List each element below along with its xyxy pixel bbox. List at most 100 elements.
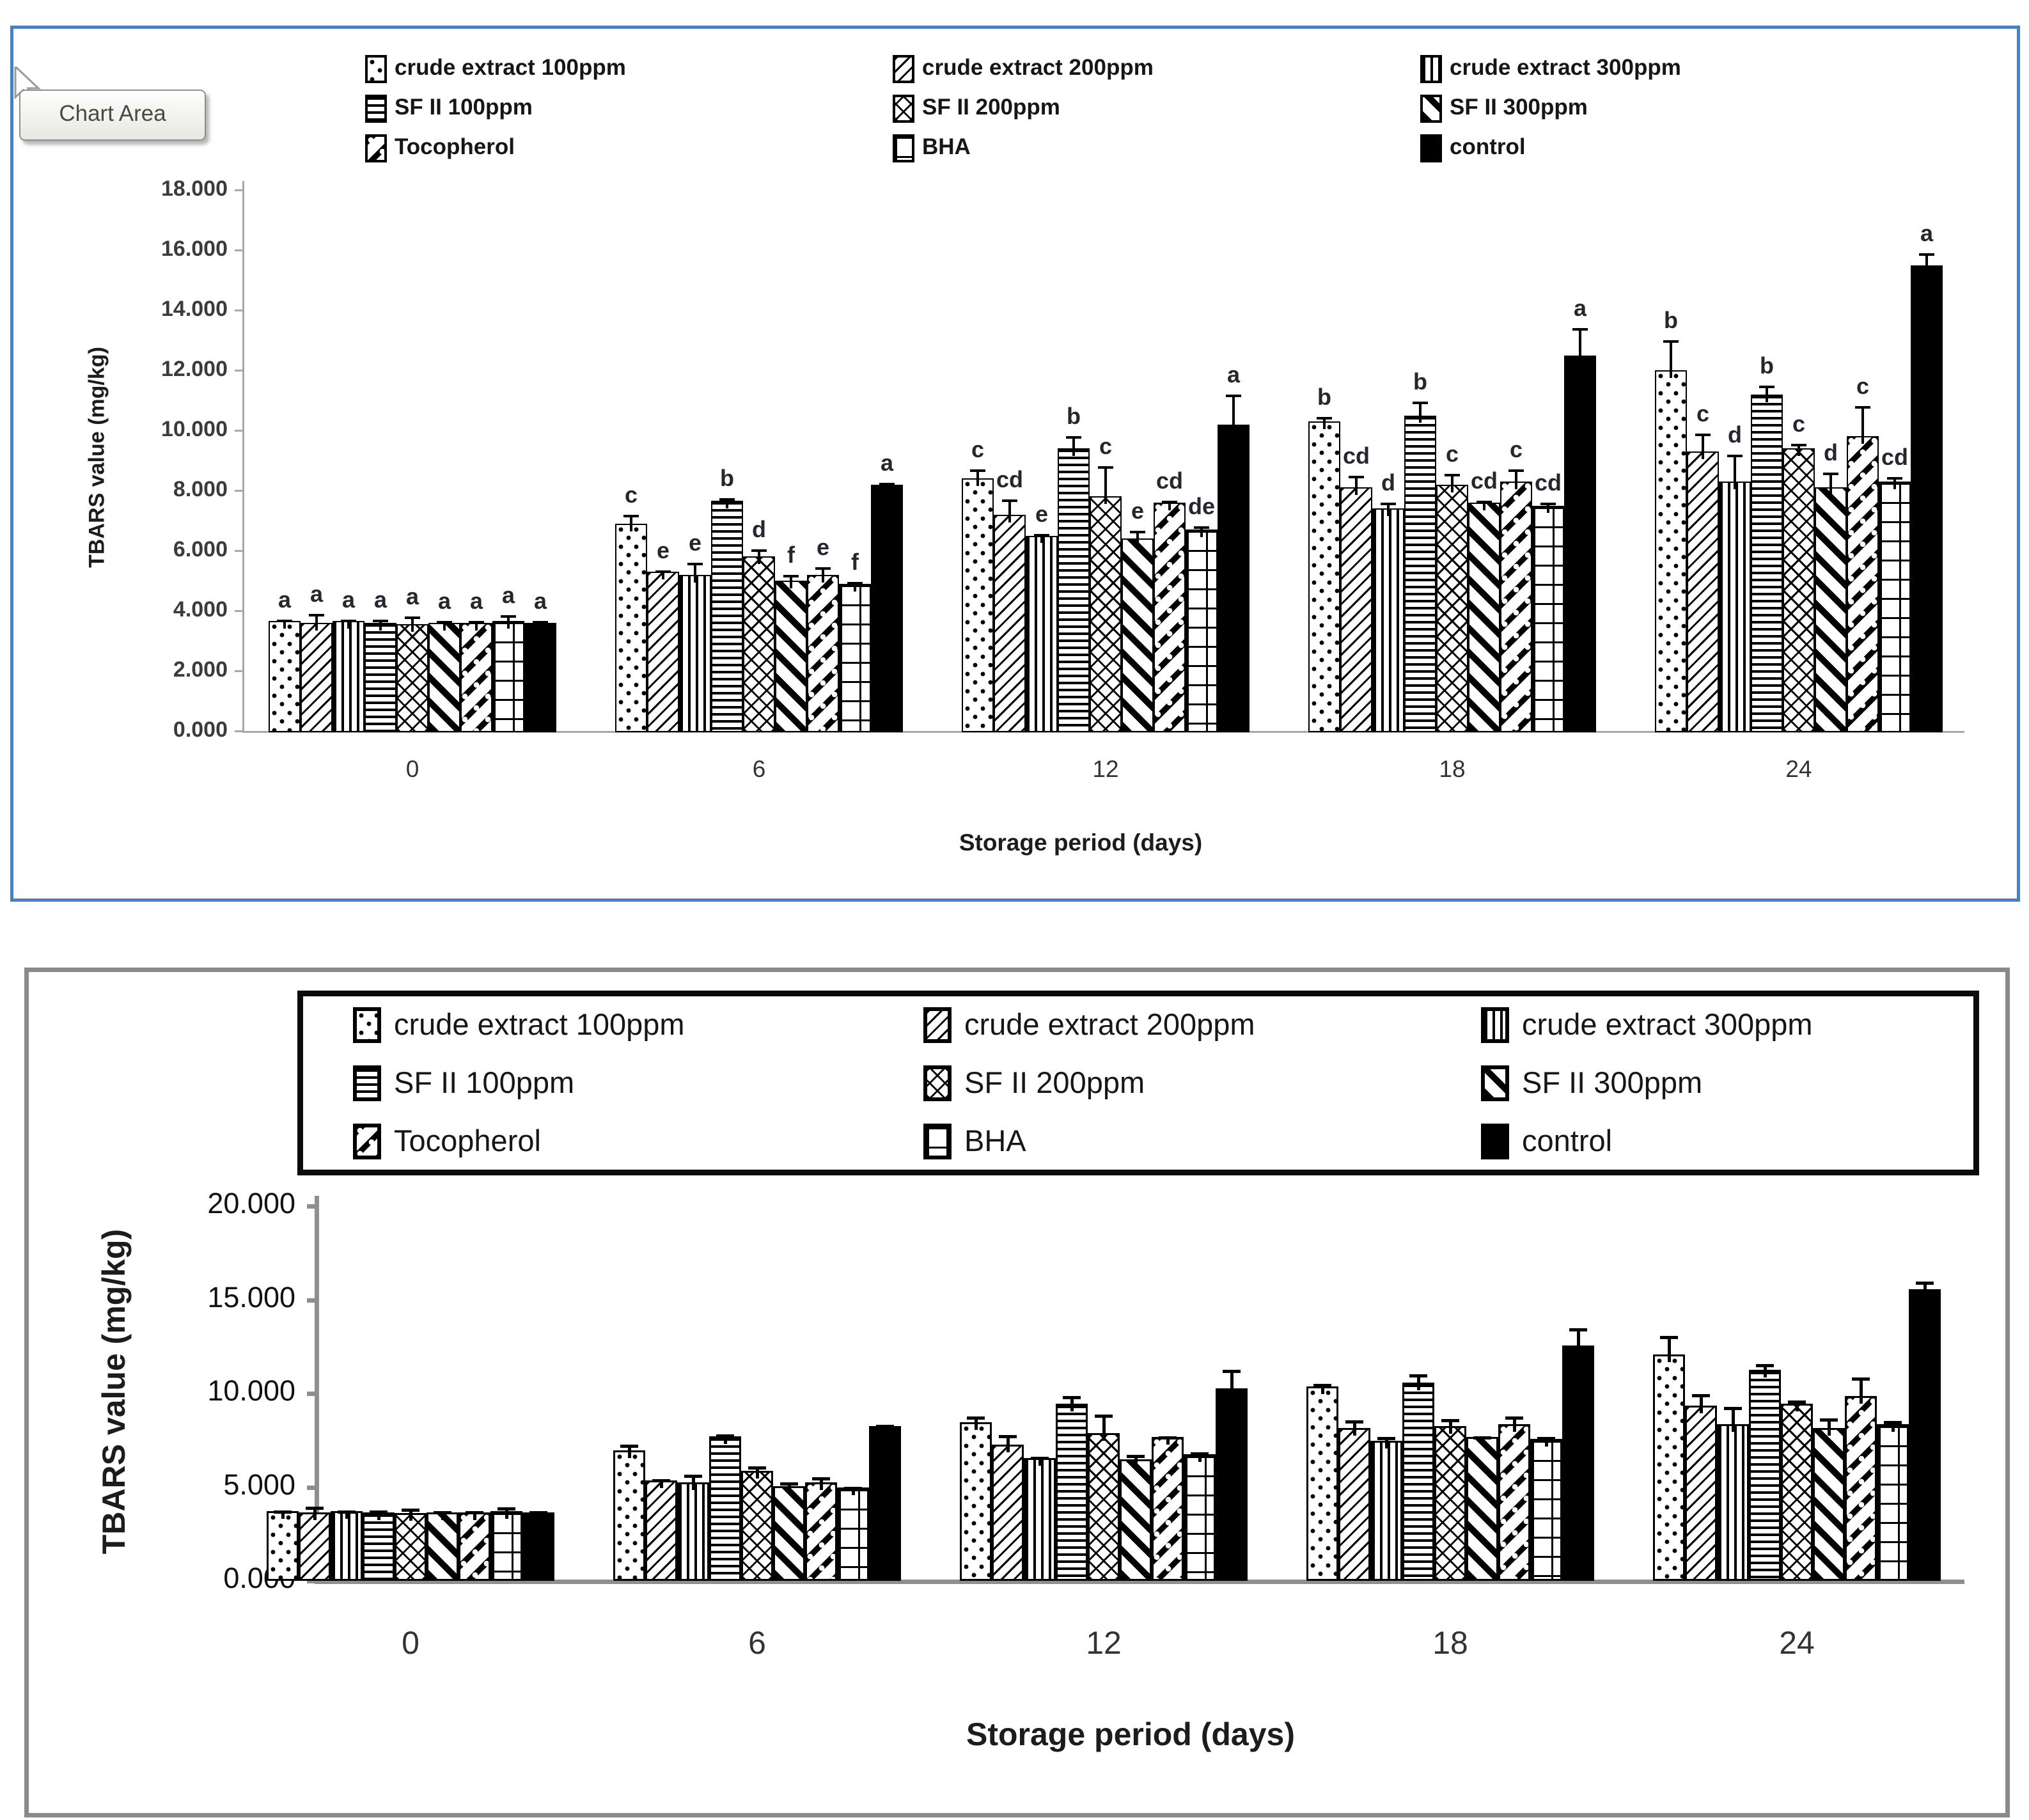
bar[interactable] (492, 621, 524, 732)
bar[interactable] (647, 571, 679, 732)
y-tick-label: 10.000 (161, 416, 228, 441)
y-tick-mark (307, 1204, 315, 1209)
bar[interactable] (364, 622, 396, 732)
bar (1530, 1439, 1562, 1581)
error-bar-cap (1508, 469, 1524, 473)
bar[interactable] (1372, 508, 1404, 732)
bar (741, 1471, 773, 1581)
bar[interactable] (1911, 265, 1943, 732)
error-bar-cap (719, 498, 735, 501)
bar[interactable] (1090, 496, 1122, 732)
bar[interactable] (301, 622, 333, 732)
error-bar-cap (623, 514, 639, 517)
error-bar-cap (501, 615, 516, 618)
sig-letter: e (656, 537, 670, 563)
error-bar (1480, 1436, 1484, 1445)
error-bar-cap (1445, 474, 1460, 477)
bar[interactable] (1058, 448, 1090, 732)
legend-swatch-diag-thick-icon (1420, 95, 1442, 123)
bar[interactable] (775, 581, 807, 732)
error-bar (659, 1479, 663, 1488)
bar[interactable] (1687, 451, 1719, 732)
bar[interactable] (1468, 502, 1500, 732)
bar[interactable] (460, 622, 492, 732)
bar[interactable] (1655, 370, 1687, 732)
error-bar-cap (1130, 531, 1145, 534)
legend-label: SF II 300ppm (1450, 95, 1588, 120)
sig-letter: c (1792, 411, 1806, 437)
bar (709, 1436, 741, 1581)
bar (1877, 1424, 1909, 1581)
bar[interactable] (269, 621, 301, 732)
bar[interactable] (839, 583, 871, 732)
y-tick-label: 12.000 (161, 356, 228, 381)
bar[interactable] (711, 501, 743, 732)
bar[interactable] (1186, 530, 1218, 732)
chart-area-tooltip: Chart Area (19, 90, 206, 141)
bar[interactable] (962, 478, 994, 732)
bar (1749, 1369, 1781, 1581)
error-bar-cap (1162, 501, 1177, 504)
bar (677, 1482, 709, 1581)
bar (1306, 1386, 1338, 1581)
bar[interactable] (1122, 538, 1154, 732)
bar[interactable] (1532, 505, 1564, 732)
bar[interactable] (333, 621, 364, 732)
bar[interactable] (1308, 421, 1340, 732)
error-bar (1859, 1377, 1863, 1404)
sig-letter: c (1856, 373, 1870, 400)
bar[interactable] (1847, 436, 1879, 732)
bar (299, 1512, 331, 1581)
bar[interactable] (615, 523, 647, 732)
error-bar (441, 1511, 444, 1520)
error-bar-cap (1788, 1400, 1806, 1404)
bar[interactable] (807, 574, 839, 732)
bar[interactable] (1719, 481, 1751, 732)
sig-letter: d (1824, 439, 1838, 466)
bar[interactable] (1564, 355, 1596, 732)
sig-letter: a (1920, 219, 1934, 246)
bar[interactable] (1154, 502, 1186, 732)
error-bar (1320, 1383, 1324, 1395)
bar[interactable] (1879, 481, 1911, 732)
bar (1338, 1427, 1370, 1581)
bar[interactable] (743, 556, 775, 732)
bar[interactable] (396, 624, 428, 732)
bar[interactable] (1751, 394, 1783, 732)
sig-letter: d (1381, 469, 1395, 496)
x-tick-label: 18 (1432, 1625, 1468, 1661)
bar[interactable] (1500, 481, 1532, 732)
x-tick-label: 6 (752, 756, 766, 782)
error-bar-cap (1660, 1336, 1678, 1340)
error-bar-cap (1569, 1328, 1587, 1332)
error-bar (662, 570, 664, 579)
error-bar-cap (687, 562, 703, 565)
error-bar (283, 620, 286, 629)
legend-label: crude extract 300ppm (1522, 1007, 1813, 1041)
bar[interactable] (1783, 448, 1815, 732)
error-bar-cap (716, 1434, 734, 1438)
bar[interactable] (994, 514, 1026, 732)
bar[interactable] (871, 484, 903, 732)
bar[interactable] (1340, 487, 1372, 732)
error-bar-cap (815, 567, 831, 570)
sig-letter: f (787, 541, 795, 568)
legend-label: SF II 200ppm (922, 95, 1060, 120)
bar[interactable] (1404, 415, 1436, 732)
bar (1562, 1345, 1594, 1581)
y-tick-mark (307, 1298, 315, 1303)
bar[interactable] (1218, 424, 1250, 732)
bar[interactable] (679, 574, 711, 732)
error-bar (1702, 433, 1704, 459)
error-bar-cap (1477, 501, 1492, 504)
bar[interactable] (1026, 535, 1058, 732)
sig-letter: a (533, 588, 547, 615)
y-tick-label: 10.000 (207, 1374, 295, 1408)
error-bar (1419, 402, 1422, 423)
bar[interactable] (1436, 484, 1468, 732)
bar[interactable] (428, 622, 460, 732)
x-tick-label: 12 (1086, 1625, 1122, 1661)
legend-swatch-vlines-icon (1420, 55, 1442, 83)
bar[interactable] (1815, 487, 1847, 732)
bar[interactable] (524, 622, 556, 732)
